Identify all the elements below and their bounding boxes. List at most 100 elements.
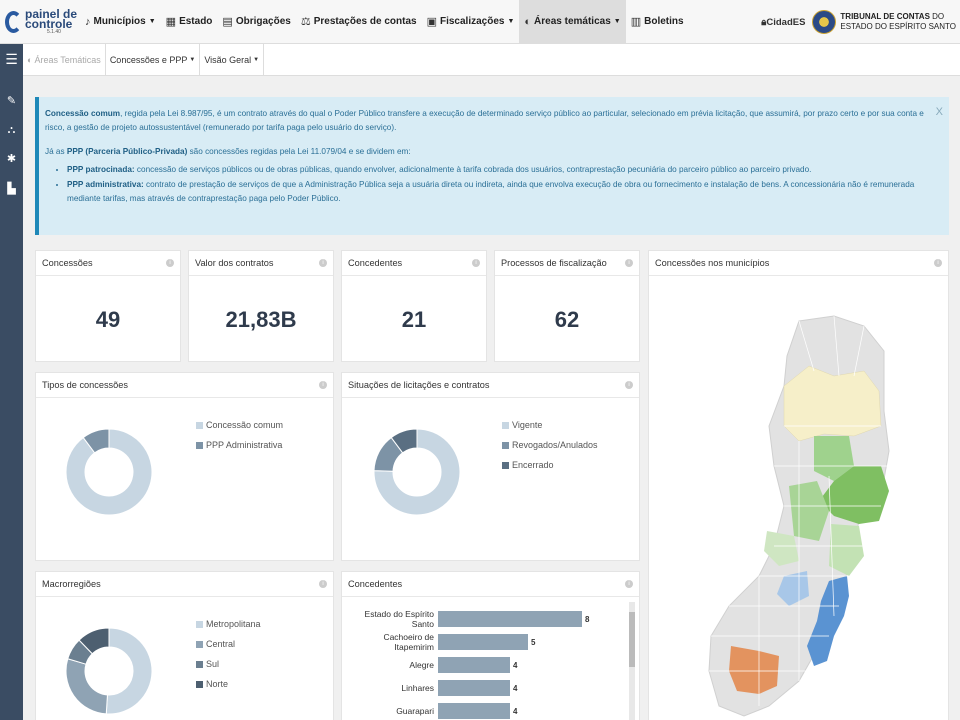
legend-item[interactable]: Concessão comum <box>196 415 283 435</box>
info-icon[interactable]: i <box>319 580 327 588</box>
legend-swatch <box>196 620 203 628</box>
tce-name: TRIBUNAL DE CONTAS DO ESTADO DO ESPÍRITO… <box>840 12 956 31</box>
bar-row[interactable]: Alegre 4 <box>342 655 517 675</box>
macrorregioes-panel: Macrorregiões i Metropolitana Central Sul… <box>35 571 334 720</box>
info-icon[interactable]: i <box>625 580 633 588</box>
legend-swatch <box>502 421 509 429</box>
legend-item[interactable]: Vigente <box>502 415 598 435</box>
edit-icon[interactable]: ✎ <box>6 95 17 107</box>
info-icon[interactable]: i <box>319 259 327 267</box>
panel-title: Tipos de concessões <box>42 380 128 390</box>
city-icon: ♪ <box>85 15 91 28</box>
kpi-processos: Processos de fiscalização i 62 <box>494 250 640 362</box>
concedentes-bar-panel: Concedentes i Estado do Espírito Santo 8 Ca… <box>341 571 640 720</box>
breadcrumb-concessoes[interactable]: Concessões e PPP ▼ <box>106 43 201 76</box>
alert-paragraph-1: Concessão comum, regida pela Lei 8.987/9… <box>45 109 924 132</box>
main-nav: ♪ Municípios ▼ ▦ Estado ▤ Obrigações ⚖ Presta… <box>80 0 689 44</box>
cidades-link[interactable]: 🔒︎CidadES <box>761 16 806 28</box>
legend-item[interactable]: Metropolitana <box>196 614 261 634</box>
panel-title: Processos de fiscalização <box>501 258 607 268</box>
info-icon[interactable]: i <box>934 259 942 267</box>
bar-row[interactable]: Cachoeiro de Itapemirim 5 <box>342 632 535 652</box>
building-icon[interactable]: ▙ <box>7 183 16 195</box>
close-icon[interactable]: X <box>935 106 943 118</box>
map-region-green-dark <box>819 466 889 524</box>
scrollbar-thumb[interactable] <box>629 612 635 667</box>
building-icon: ▦ <box>165 16 177 28</box>
kpi-value: 21,83B <box>225 307 297 332</box>
legend-item[interactable]: Revogados/Anulados <box>502 435 598 455</box>
bar[interactable] <box>438 634 528 650</box>
nav-estado[interactable]: ▦ Estado <box>165 16 213 28</box>
info-icon[interactable]: i <box>625 259 633 267</box>
nav-areas-tematicas[interactable]: ◐ Áreas temáticas ▼ <box>519 0 626 44</box>
donut-slice[interactable] <box>105 627 153 715</box>
bar-row[interactable]: Estado do Espírito Santo 8 <box>342 609 590 629</box>
bar-row[interactable]: Linhares 4 <box>342 678 517 698</box>
report-icon: ▣ <box>426 16 437 28</box>
caret-down-icon: ▼ <box>613 18 621 25</box>
breadcrumb: ◐ Áreas Temáticas Concessões e PPP ▼ Visão… <box>23 43 960 76</box>
legend-item[interactable]: Norte <box>196 674 261 694</box>
bar[interactable] <box>438 680 510 696</box>
alert-list-item: PPP patrocinada: concessão de serviços p… <box>67 163 939 177</box>
bar-row[interactable]: Guarapari 4 <box>342 701 517 720</box>
logo-icon <box>5 10 22 33</box>
app-logo[interactable]: painel de controle 5.1.40 <box>5 8 80 35</box>
legend-item[interactable]: Sul <box>196 654 261 674</box>
breadcrumb-visao-geral[interactable]: Visão Geral ▼ <box>200 43 265 76</box>
hamburger-menu-icon[interactable]: ☰ <box>5 51 18 67</box>
legend-item[interactable]: PPP Administrativa <box>196 435 283 455</box>
bar[interactable] <box>438 657 510 673</box>
nav-municipios[interactable]: ♪ Municípios ▼ <box>85 15 156 28</box>
info-icon[interactable]: i <box>472 259 480 267</box>
nav-fiscalizacoes[interactable]: ▣ Fiscalizações ▼ <box>426 16 515 28</box>
map-region-metropolitana <box>807 576 849 666</box>
bar-value-label: 4 <box>513 660 518 670</box>
legend-swatch <box>196 441 203 449</box>
bar-value-label: 4 <box>513 706 518 716</box>
panel-title: Concedentes <box>348 258 403 268</box>
chart-legend: Vigente Revogados/Anulados Encerrado <box>502 415 598 475</box>
donut-slice[interactable] <box>374 428 461 516</box>
donut-slice[interactable] <box>390 428 418 454</box>
bar-label: Linhares <box>401 683 434 693</box>
state-choropleth-map[interactable] <box>649 276 950 720</box>
caret-down-icon: ▼ <box>189 56 196 63</box>
hierarchy-icon[interactable]: ⛬ <box>7 124 16 136</box>
info-icon[interactable]: i <box>166 259 174 267</box>
macro-donut-chart[interactable] <box>66 609 166 720</box>
chart-legend: Concessão comum PPP Administrativa <box>196 415 283 455</box>
users-icon[interactable]: ✱ <box>6 153 17 165</box>
breadcrumb-root[interactable]: ◐ Áreas Temáticas <box>23 43 106 76</box>
map-region-norte <box>783 365 882 442</box>
nav-obrigacoes[interactable]: ▤ Obrigações <box>222 16 291 28</box>
legend-swatch <box>196 421 203 429</box>
chart-legend: Metropolitana Central Sul Norte <box>196 614 261 694</box>
map-region-green-pale <box>829 524 864 576</box>
bar-label: Cachoeiro de Itapemirim <box>383 632 434 652</box>
map-region-green-light <box>814 436 854 481</box>
bar[interactable] <box>438 611 582 627</box>
donut-slice[interactable] <box>82 428 110 454</box>
map-region-green-pale <box>764 531 799 566</box>
kpi-concessoes: Concessões i 49 <box>35 250 181 362</box>
bar-value-label: 5 <box>531 637 536 647</box>
panel-title: Concedentes <box>348 579 403 589</box>
info-icon[interactable]: i <box>625 381 633 389</box>
scrollbar[interactable] <box>629 602 635 720</box>
layers-icon: ◐ <box>27 54 33 65</box>
donut-slice[interactable] <box>66 428 153 516</box>
info-icon[interactable]: i <box>319 381 327 389</box>
situacoes-donut-chart[interactable] <box>374 410 474 540</box>
legend-item[interactable]: Central <box>196 634 261 654</box>
nav-boletins[interactable]: ▥ Boletins <box>630 16 684 28</box>
clipboard-icon: ▤ <box>222 16 233 28</box>
legend-item[interactable]: Encerrado <box>502 455 598 475</box>
nav-prestacoes[interactable]: ⚖ Prestações de contas <box>300 16 417 28</box>
tipos-donut-chart[interactable] <box>66 410 166 540</box>
bar[interactable] <box>438 703 510 719</box>
donut-slice[interactable] <box>78 627 110 655</box>
kpi-value: 49 <box>95 307 121 332</box>
donut-slice[interactable] <box>66 658 108 715</box>
